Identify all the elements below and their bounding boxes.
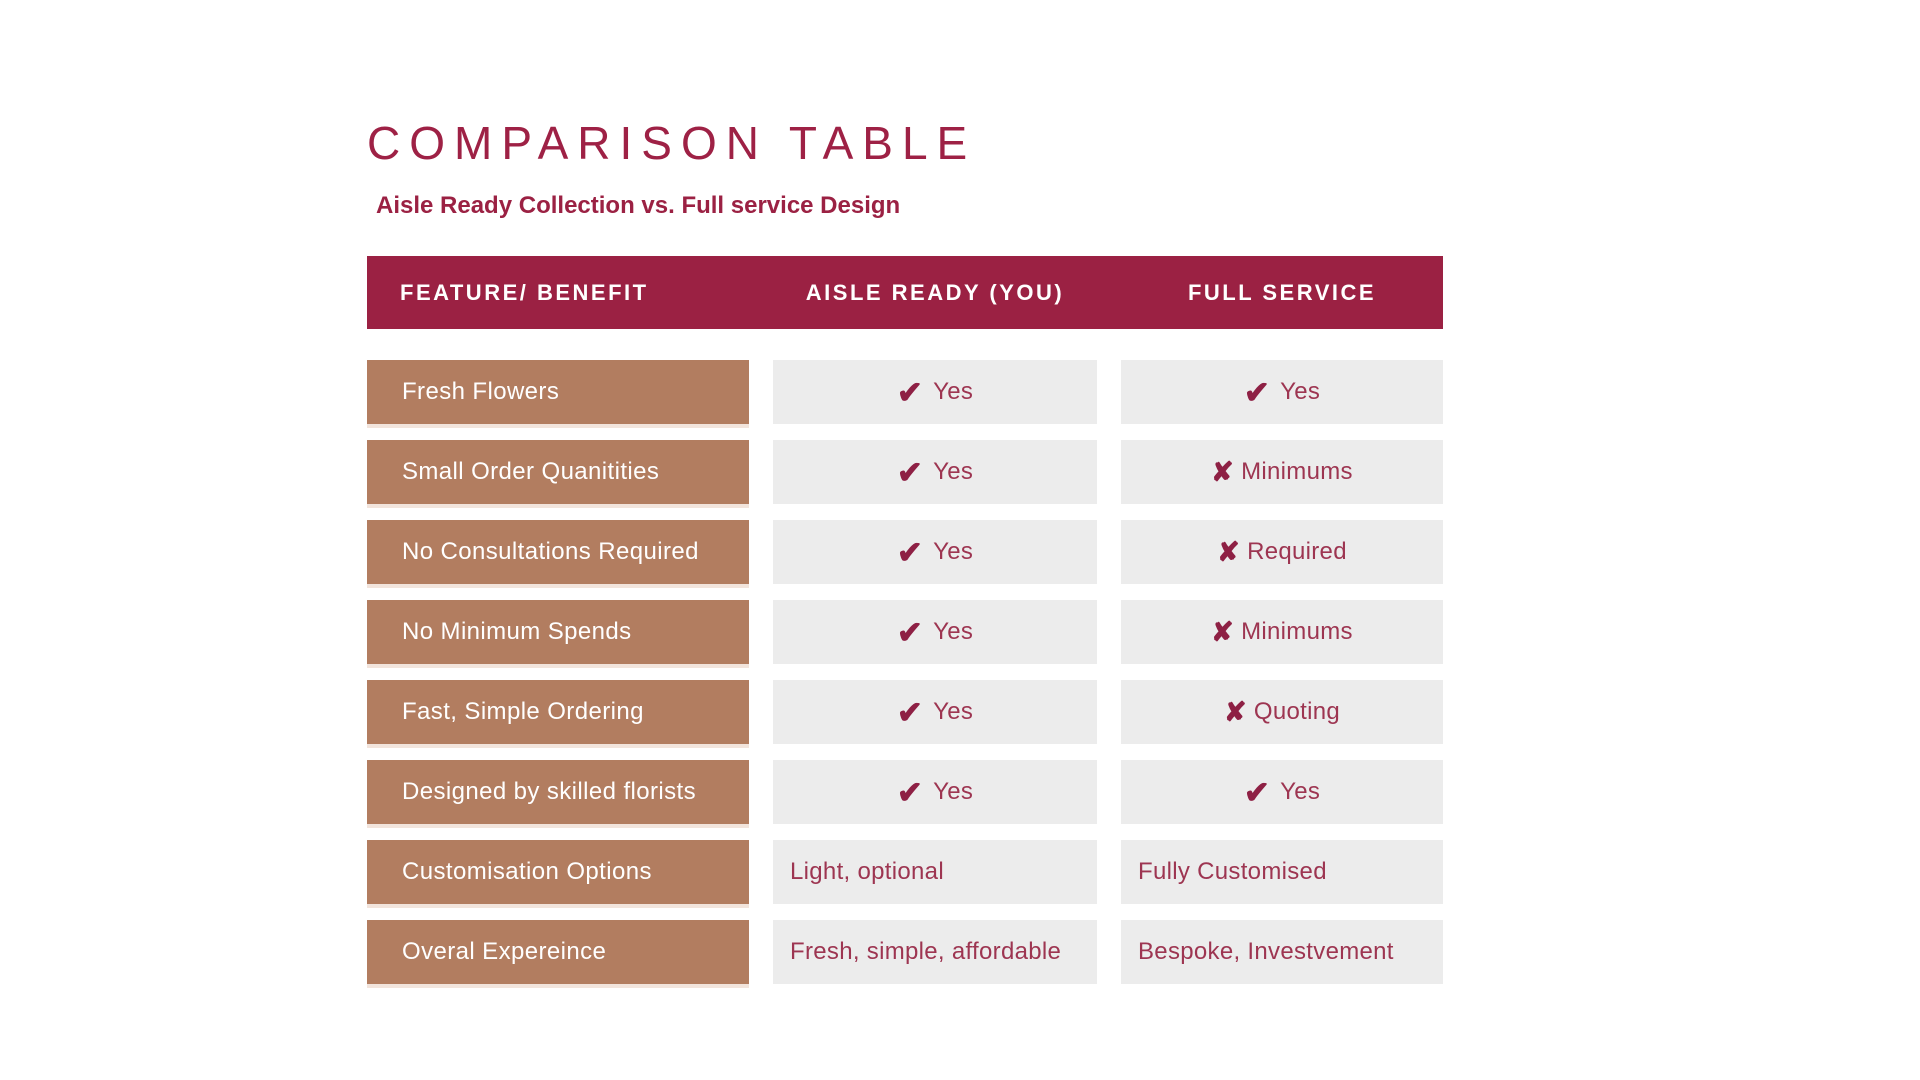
- aisle-ready-cell: ✔ Yes: [773, 680, 1097, 745]
- check-icon: ✔: [1243, 774, 1271, 810]
- row-label-cell: Designed by skilled florists: [367, 760, 749, 825]
- full-service-cell: ✘ Quoting: [1121, 680, 1443, 745]
- full-service-cell: Bespoke, Investvement: [1121, 920, 1443, 985]
- check-icon: ✔: [896, 374, 924, 410]
- cell-value: Yes: [933, 698, 974, 726]
- table-rows: Fresh Flowers ✔ Yes ✔ Yes Small Order Quan…: [367, 360, 1443, 985]
- table-row: Small Order Quanitities ✔ Yes ✘ Minimums: [367, 440, 1443, 505]
- cross-icon: ✘: [1211, 616, 1235, 647]
- cell-value: Fully Customised: [1138, 858, 1327, 886]
- table-row: Fresh Flowers ✔ Yes ✔ Yes: [367, 360, 1443, 425]
- cell-value: Yes: [933, 778, 974, 806]
- page-title: COMPARISON TABLE: [367, 117, 977, 169]
- aisle-ready-cell: ✔ Yes: [773, 440, 1097, 505]
- full-service-cell: Fully Customised: [1121, 840, 1443, 905]
- check-icon: ✔: [896, 694, 924, 730]
- check-icon: ✔: [896, 774, 924, 810]
- full-service-cell: ✘ Minimums: [1121, 600, 1443, 665]
- cell-value: Yes: [933, 378, 974, 406]
- table-header: FEATURE/ BENEFIT AISLE READY (YOU) FULL …: [367, 256, 1443, 330]
- check-icon: ✔: [1243, 374, 1271, 410]
- cell-value: Yes: [933, 618, 974, 646]
- full-service-cell: ✔ Yes: [1121, 760, 1443, 825]
- cross-icon: ✘: [1217, 536, 1241, 567]
- table-row: No Minimum Spends ✔ Yes ✘ Minimums: [367, 600, 1443, 665]
- aisle-ready-cell: ✔ Yes: [773, 760, 1097, 825]
- cell-value: Bespoke, Investvement: [1138, 938, 1394, 966]
- page-subtitle: Aisle Ready Collection vs. Full service …: [376, 192, 901, 220]
- cell-value: Fresh, simple, affordable: [790, 938, 1062, 966]
- check-icon: ✔: [896, 614, 924, 650]
- aisle-ready-cell: ✔ Yes: [773, 360, 1097, 425]
- table-row: Fast, Simple Ordering ✔ Yes ✘ Quoting: [367, 680, 1443, 745]
- cell-value: Quoting: [1253, 698, 1341, 726]
- aisle-ready-cell: Light, optional: [773, 840, 1097, 905]
- aisle-ready-cell: ✔ Yes: [773, 600, 1097, 665]
- table-row: Customisation Options Light, optional Fu…: [367, 840, 1443, 905]
- full-service-cell: ✘ Minimums: [1121, 440, 1443, 505]
- row-label-cell: Fresh Flowers: [367, 360, 749, 425]
- table-row: Designed by skilled florists ✔ Yes ✔ Yes: [367, 760, 1443, 825]
- cell-value: Required: [1247, 538, 1347, 566]
- cell-value: Yes: [933, 458, 974, 486]
- full-service-cell: ✔ Yes: [1121, 360, 1443, 425]
- page-root: COMPARISON TABLE Aisle Ready Collection …: [367, 0, 1443, 1080]
- full-service-cell: ✘ Required: [1121, 520, 1443, 585]
- row-label-cell: Fast, Simple Ordering: [367, 680, 749, 745]
- row-label-cell: No Minimum Spends: [367, 600, 749, 665]
- cell-value: Minimums: [1241, 458, 1353, 486]
- cell-value: Yes: [933, 538, 974, 566]
- header-cell-aisle-ready: AISLE READY (YOU): [805, 279, 1065, 305]
- cell-value: Yes: [1280, 378, 1321, 406]
- row-label-cell: Overal Expereince: [367, 920, 749, 985]
- table-row: Overal Expereince Fresh, simple, afforda…: [367, 920, 1443, 985]
- row-label-cell: Customisation Options: [367, 840, 749, 905]
- aisle-ready-cell: Fresh, simple, affordable: [773, 920, 1097, 985]
- header-cell-full-service: FULL SERVICE: [1187, 279, 1377, 305]
- cell-value: Minimums: [1241, 618, 1353, 646]
- cell-value: Light, optional: [790, 858, 944, 886]
- cross-icon: ✘: [1223, 696, 1247, 727]
- check-icon: ✔: [896, 534, 924, 570]
- header-cell-feature-benefit: FEATURE/ BENEFIT: [400, 279, 649, 305]
- check-icon: ✔: [896, 454, 924, 490]
- row-label-cell: Small Order Quanitities: [367, 440, 749, 505]
- row-label-cell: No Consultations Required: [367, 520, 749, 585]
- cross-icon: ✘: [1211, 456, 1235, 487]
- cell-value: Yes: [1280, 778, 1321, 806]
- aisle-ready-cell: ✔ Yes: [773, 520, 1097, 585]
- table-row: No Consultations Required ✔ Yes ✘ Required: [367, 520, 1443, 585]
